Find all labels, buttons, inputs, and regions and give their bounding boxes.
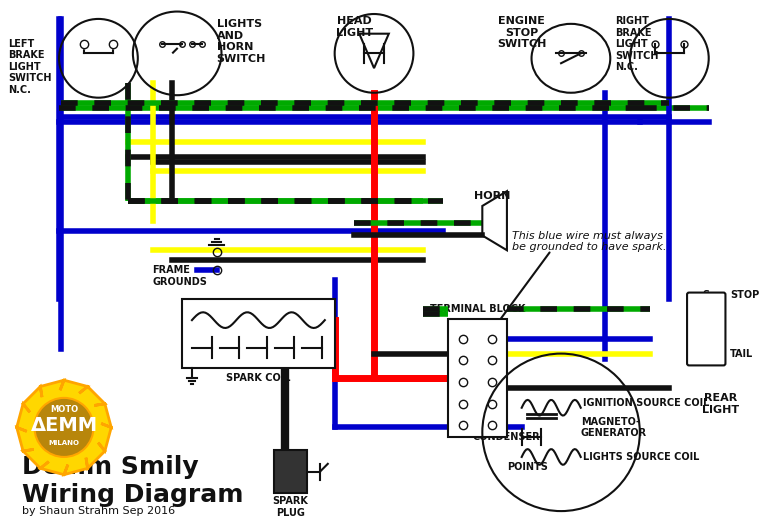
Text: STOP: STOP (730, 289, 760, 299)
Text: T: T (703, 354, 709, 364)
Circle shape (34, 398, 94, 457)
Text: POINTS: POINTS (507, 462, 548, 472)
Text: Demm Smily
Wiring Diagram: Demm Smily Wiring Diagram (21, 455, 243, 507)
Text: SPARK COIL: SPARK COIL (226, 373, 290, 383)
Text: LIGHTS SOURCE COIL: LIGHTS SOURCE COIL (583, 452, 699, 462)
Text: G: G (702, 334, 709, 344)
FancyBboxPatch shape (274, 450, 307, 493)
Text: This blue wire must always
be grounded to have spark.: This blue wire must always be grounded t… (512, 230, 666, 252)
Text: FRAME
GROUNDS: FRAME GROUNDS (152, 265, 207, 287)
Text: ENGINE
STOP
SWITCH: ENGINE STOP SWITCH (497, 16, 546, 49)
Text: ΔEMM: ΔEMM (30, 416, 98, 435)
Text: LEFT
BRAKE
LIGHT
SWITCH
N.C.: LEFT BRAKE LIGHT SWITCH N.C. (8, 39, 51, 95)
Text: TERMINAL BLOCK: TERMINAL BLOCK (430, 304, 525, 314)
Text: TAIL: TAIL (730, 348, 754, 358)
Text: by Shaun Strahm Sep 2016: by Shaun Strahm Sep 2016 (21, 506, 174, 516)
Text: MILANO: MILANO (49, 440, 79, 446)
Text: IGNITION SOURCE COIL: IGNITION SOURCE COIL (583, 398, 709, 408)
Text: HORN: HORN (474, 191, 511, 201)
Text: CONDENSER: CONDENSER (472, 432, 540, 442)
Polygon shape (17, 380, 111, 475)
Text: S: S (703, 289, 709, 299)
FancyBboxPatch shape (182, 299, 335, 369)
Text: MAGNETO-
GENERATOR: MAGNETO- GENERATOR (581, 417, 647, 438)
Text: MOTO: MOTO (50, 405, 78, 414)
Text: SPARK
PLUG: SPARK PLUG (273, 496, 309, 518)
FancyBboxPatch shape (448, 319, 507, 437)
Text: HEAD
LIGHT: HEAD LIGHT (336, 16, 373, 38)
Text: REAR
LIGHT: REAR LIGHT (702, 393, 739, 415)
Text: LIGHTS
AND
HORN
SWITCH: LIGHTS AND HORN SWITCH (216, 19, 266, 64)
Text: RIGHT
BRAKE
LIGHT
SWITCH
N.C.: RIGHT BRAKE LIGHT SWITCH N.C. (615, 16, 658, 72)
FancyBboxPatch shape (687, 293, 725, 365)
